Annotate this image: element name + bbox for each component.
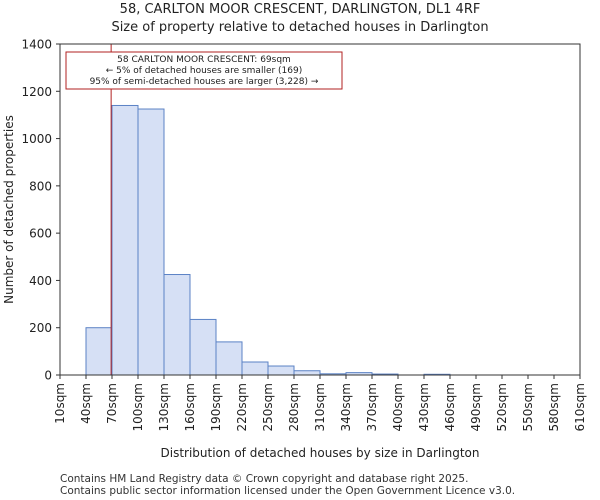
histogram-bar [293,370,321,376]
x-tick-label: 490sqm [469,383,483,431]
y-axis-ticks: 0 200 400 600 800 1000 1200 1400 [21,38,60,383]
annotation-box: 58 CARLTON MOOR CRESCENT: 69sqm ← 5% of … [65,51,343,90]
x-tick-label: 40sqm [79,383,93,424]
histogram-bar [85,327,113,376]
x-tick-label: 430sqm [417,383,431,431]
histogram-bar [163,274,191,376]
histogram-chart: 0 200 400 600 800 1000 1200 1400 10sqm 40sqm 70sq… [2,38,587,461]
x-tick-label: 550sqm [521,383,535,431]
annotation-line-2: ← 5% of detached houses are smaller (169… [106,66,303,76]
y-tick-label: 200 [29,321,52,335]
x-tick-label: 340sqm [339,383,353,431]
y-tick-label: 800 [29,179,52,193]
x-tick-label: 400sqm [391,383,405,431]
x-tick-label: 610sqm [573,383,587,431]
histogram-bar [215,341,243,376]
y-axis-label: Number of detached properties [2,115,16,304]
x-tick-label: 130sqm [157,383,171,431]
x-tick-label: 100sqm [131,383,145,431]
x-tick-label: 10sqm [53,383,67,424]
y-tick-label: 400 [29,274,52,288]
y-tick-label: 1000 [21,132,52,146]
annotation-line-3: 95% of semi-detached houses are larger (… [90,77,319,87]
histogram-bar [137,108,165,376]
x-tick-label: 520sqm [495,383,509,431]
x-tick-label: 70sqm [105,383,119,424]
x-tick-label: 580sqm [547,383,561,431]
chart-title: 58, CARLTON MOOR CRESCENT, DARLINGTON, D… [119,2,481,17]
x-tick-label: 460sqm [443,383,457,431]
y-tick-label: 0 [44,369,52,383]
x-axis-label: Distribution of detached houses by size … [161,446,480,460]
histogram-bar [241,361,269,376]
x-tick-label: 160sqm [183,383,197,431]
x-tick-label: 280sqm [287,383,301,431]
y-tick-label: 600 [29,227,52,241]
plot-frame [59,43,581,376]
x-tick-label: 190sqm [209,383,223,431]
chart-subtitle: Size of property relative to detached ho… [111,20,489,35]
histogram-bar [267,365,295,376]
x-tick-label: 250sqm [261,383,275,431]
histogram-bar [111,104,139,376]
x-tick-label: 220sqm [235,383,249,431]
x-axis-ticks: 10sqm 40sqm 70sqm 100sqm 130sqm 160sqm 190sqm 2… [53,375,587,431]
y-tick-label: 1400 [21,38,52,52]
x-tick-label: 370sqm [365,383,379,431]
x-tick-label: 310sqm [313,383,327,431]
footer-copyright-line: Contains HM Land Registry data © Crown c… [60,473,469,485]
annotation-line-1: 58 CARLTON MOOR CRESCENT: 69sqm [117,55,291,65]
footer-licence-line: Contains public sector information licen… [60,485,516,497]
histogram-bar [189,318,217,376]
y-tick-label: 1200 [21,85,52,99]
bars-group [85,104,451,376]
